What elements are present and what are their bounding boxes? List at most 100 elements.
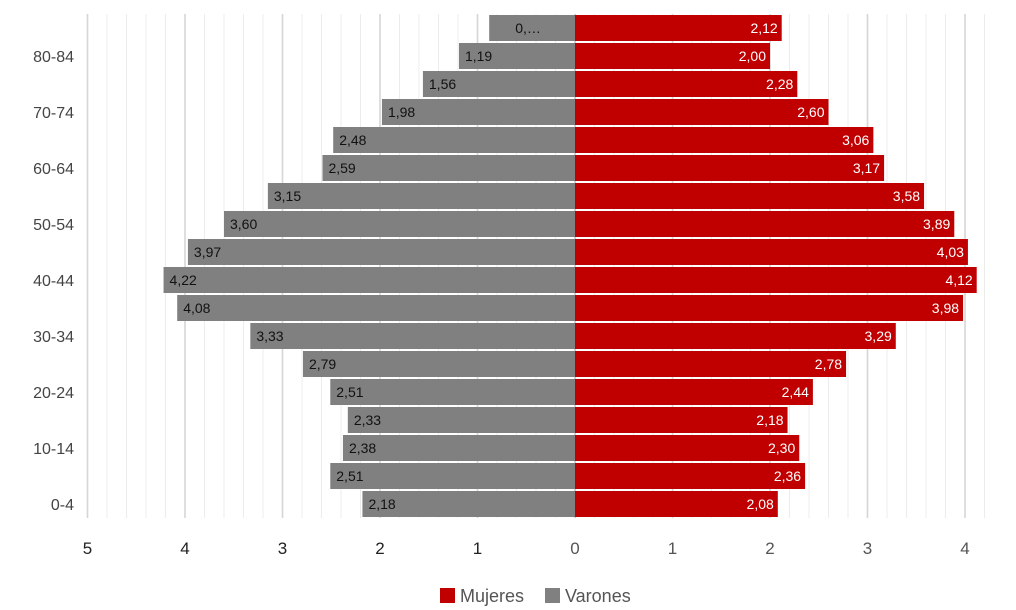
- mujeres-data-label: 3,17: [853, 160, 880, 176]
- varones-bar: [333, 127, 575, 153]
- varones-bar: [342, 435, 575, 461]
- varones-bar: [330, 463, 575, 489]
- mujeres-legend-label: Mujeres: [460, 586, 524, 606]
- y-tick-label: 0-4: [51, 497, 74, 514]
- varones-data-label: 2,48: [339, 132, 366, 148]
- y-tick-label: 20-24: [33, 385, 74, 402]
- y-tick-label: 30-34: [33, 329, 74, 346]
- varones-bar: [250, 323, 575, 349]
- mujeres-bar: [575, 211, 955, 237]
- varones-bar: [177, 295, 575, 321]
- x-tick-label: 2: [765, 539, 774, 558]
- varones-data-label: 3,33: [256, 328, 283, 344]
- x-tick-label: 0: [570, 539, 579, 558]
- varones-bar: [422, 71, 575, 97]
- x-axis-ticks: 5 4 3 2 1 0 1 2 3 4: [83, 539, 970, 558]
- x-tick-label: 3: [278, 539, 287, 558]
- x-tick-label: 5: [83, 539, 92, 558]
- mujeres-bar: [575, 71, 798, 97]
- mujeres-bar: [575, 435, 800, 461]
- varones-legend-swatch: [545, 588, 560, 603]
- x-tick-label: 3: [863, 539, 872, 558]
- mujeres-bar: [575, 463, 806, 489]
- mujeres-bar: [575, 43, 770, 69]
- varones-data-label: 4,22: [170, 272, 197, 288]
- varones-data-label: 2,33: [354, 412, 381, 428]
- y-tick-label: 50-54: [33, 217, 74, 234]
- y-tick-label: 40-44: [33, 273, 74, 290]
- varones-data-label: 1,98: [388, 104, 415, 120]
- y-tick-label: 60-64: [33, 161, 74, 178]
- mujeres-data-label: 2,30: [768, 440, 795, 456]
- mujeres-bar: [575, 267, 977, 293]
- mujeres-data-label: 3,89: [923, 216, 950, 232]
- mujeres-bar: [575, 295, 964, 321]
- varones-bar: [489, 15, 575, 41]
- varones-bar: [224, 211, 575, 237]
- mujeres-bar: [575, 379, 813, 405]
- varones-data-label: 3,97: [194, 244, 221, 260]
- data-labels: 2,082,36 2,30 2,18 2,44 2,78 3,29 3,98 4,12 4,03…: [170, 20, 973, 512]
- x-tick-label: 4: [180, 539, 189, 558]
- mujeres-data-label: 2,44: [782, 384, 809, 400]
- y-tick-label: 10-14: [33, 441, 74, 458]
- varones-data-label: 2,38: [349, 440, 376, 456]
- varones-data-label: 2,51: [336, 384, 363, 400]
- y-tick-label: 70-74: [33, 105, 74, 122]
- varones-bar: [267, 183, 575, 209]
- varones-data-label: 1,56: [429, 76, 456, 92]
- mujeres-data-label: 2,28: [766, 76, 793, 92]
- mujeres-legend-swatch: [440, 588, 455, 603]
- varones-data-label: 1,19: [465, 48, 492, 64]
- mujeres-bar: [575, 155, 885, 181]
- varones-bar: [330, 379, 575, 405]
- varones-data-label: 2,79: [309, 356, 336, 372]
- x-tick-label: 4: [960, 539, 969, 558]
- mujeres-data-label: 2,36: [774, 468, 801, 484]
- mujeres-bar: [575, 183, 925, 209]
- mujeres-bar: [575, 351, 847, 377]
- mujeres-bar: [575, 127, 874, 153]
- varones-data-label: 3,15: [274, 188, 301, 204]
- mujeres-data-label: 3,29: [865, 328, 892, 344]
- mujeres-bar: [575, 407, 788, 433]
- varones-data-label: 2,59: [328, 160, 355, 176]
- varones-legend-label: Varones: [565, 586, 631, 606]
- varones-data-label: 4,08: [183, 300, 210, 316]
- varones-bar: [362, 491, 575, 517]
- x-tick-label: 1: [473, 539, 482, 558]
- mujeres-data-label: 2,12: [750, 20, 777, 36]
- grid-lines: [86, 14, 985, 518]
- varones-bar: [347, 407, 575, 433]
- varones-data-label: 2,18: [368, 496, 395, 512]
- varones-bar: [163, 267, 576, 293]
- varones-bar: [322, 155, 575, 181]
- varones-bar: [187, 239, 576, 265]
- x-tick-label: 1: [668, 539, 677, 558]
- varones-data-label: 2,51: [336, 468, 363, 484]
- varones-data-label: 0,…: [515, 20, 541, 36]
- mujeres-data-label: 2,08: [747, 496, 774, 512]
- varones-bar: [381, 99, 575, 125]
- mujeres-data-label: 2,60: [797, 104, 824, 120]
- mujeres-data-label: 2,00: [739, 48, 766, 64]
- varones-bar: [458, 43, 575, 69]
- varones-bar: [302, 351, 575, 377]
- mujeres-data-label: 2,18: [756, 412, 783, 428]
- legend: Mujeres Varones: [440, 586, 631, 606]
- y-axis-ticks: 0-4 10-14 20-24 30-34 40-44 50-54 60-64 70-74 80…: [33, 49, 74, 514]
- mujeres-data-label: 3,58: [893, 188, 920, 204]
- varones-data-label: 3,60: [230, 216, 257, 232]
- x-tick-label: 2: [375, 539, 384, 558]
- mujeres-bar: [575, 15, 782, 41]
- bars: [163, 15, 977, 517]
- mujeres-data-label: 3,06: [842, 132, 869, 148]
- mujeres-data-label: 4,03: [937, 244, 964, 260]
- mujeres-bar: [575, 239, 968, 265]
- mujeres-data-label: 2,78: [815, 356, 842, 372]
- mujeres-data-label: 3,98: [932, 300, 959, 316]
- mujeres-bar: [575, 323, 896, 349]
- mujeres-bar: [575, 99, 829, 125]
